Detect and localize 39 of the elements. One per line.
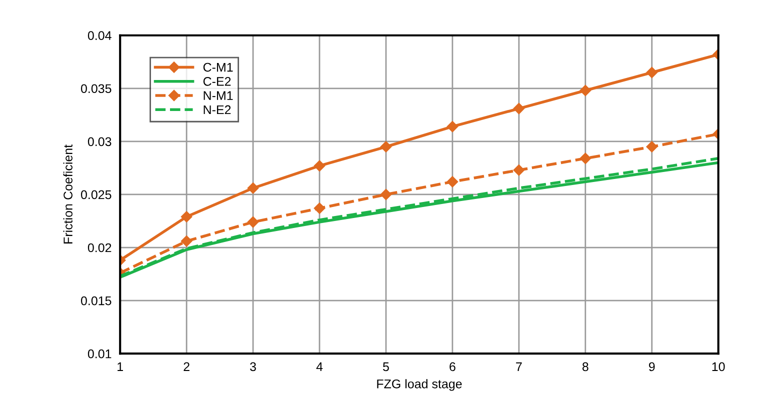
point [446, 176, 458, 188]
x-tick-label: 8 [582, 362, 588, 372]
x-tick-label: 10 [712, 362, 725, 372]
x-tick-label: 9 [648, 362, 655, 372]
y-tick-label: 0.015 [80, 296, 112, 306]
point [446, 120, 458, 132]
y-tick-label: 0.02 [88, 243, 112, 252]
y-tick-label: 0.01 [88, 349, 112, 358]
y-tick-label: 0.03 [88, 137, 112, 146]
point [247, 216, 259, 228]
y-tick-label: 0.04 [88, 31, 112, 40]
point [513, 164, 525, 176]
x-tick-label: 3 [250, 362, 256, 372]
point [646, 141, 658, 152]
point [314, 160, 326, 172]
legend-label: N-E2 [204, 105, 231, 114]
point [180, 211, 192, 222]
x-axis-title: FZG load stage [377, 379, 462, 391]
point [247, 182, 259, 194]
y-axis-title: Friction Coeficient [63, 144, 72, 244]
point [513, 102, 525, 114]
point [646, 66, 658, 78]
legend-label: N-M1 [204, 91, 233, 100]
y-tick-label: 0.025 [80, 190, 112, 200]
point [314, 202, 326, 214]
legend-label: C-M1 [203, 62, 233, 72]
point [580, 84, 591, 96]
point [380, 141, 392, 152]
x-tick-label: 5 [383, 362, 389, 372]
x-tick-label: 6 [450, 362, 456, 372]
x-tick-label: 4 [316, 362, 323, 371]
point [580, 152, 591, 164]
legend-label: C-E2 [203, 77, 231, 86]
x-tick-label: 2 [184, 362, 190, 371]
point [180, 236, 192, 247]
y-tick-label: 0.035 [80, 84, 112, 94]
x-tick-label: 1 [118, 362, 123, 371]
x-tick-label: 7 [516, 362, 522, 371]
point [380, 188, 392, 200]
